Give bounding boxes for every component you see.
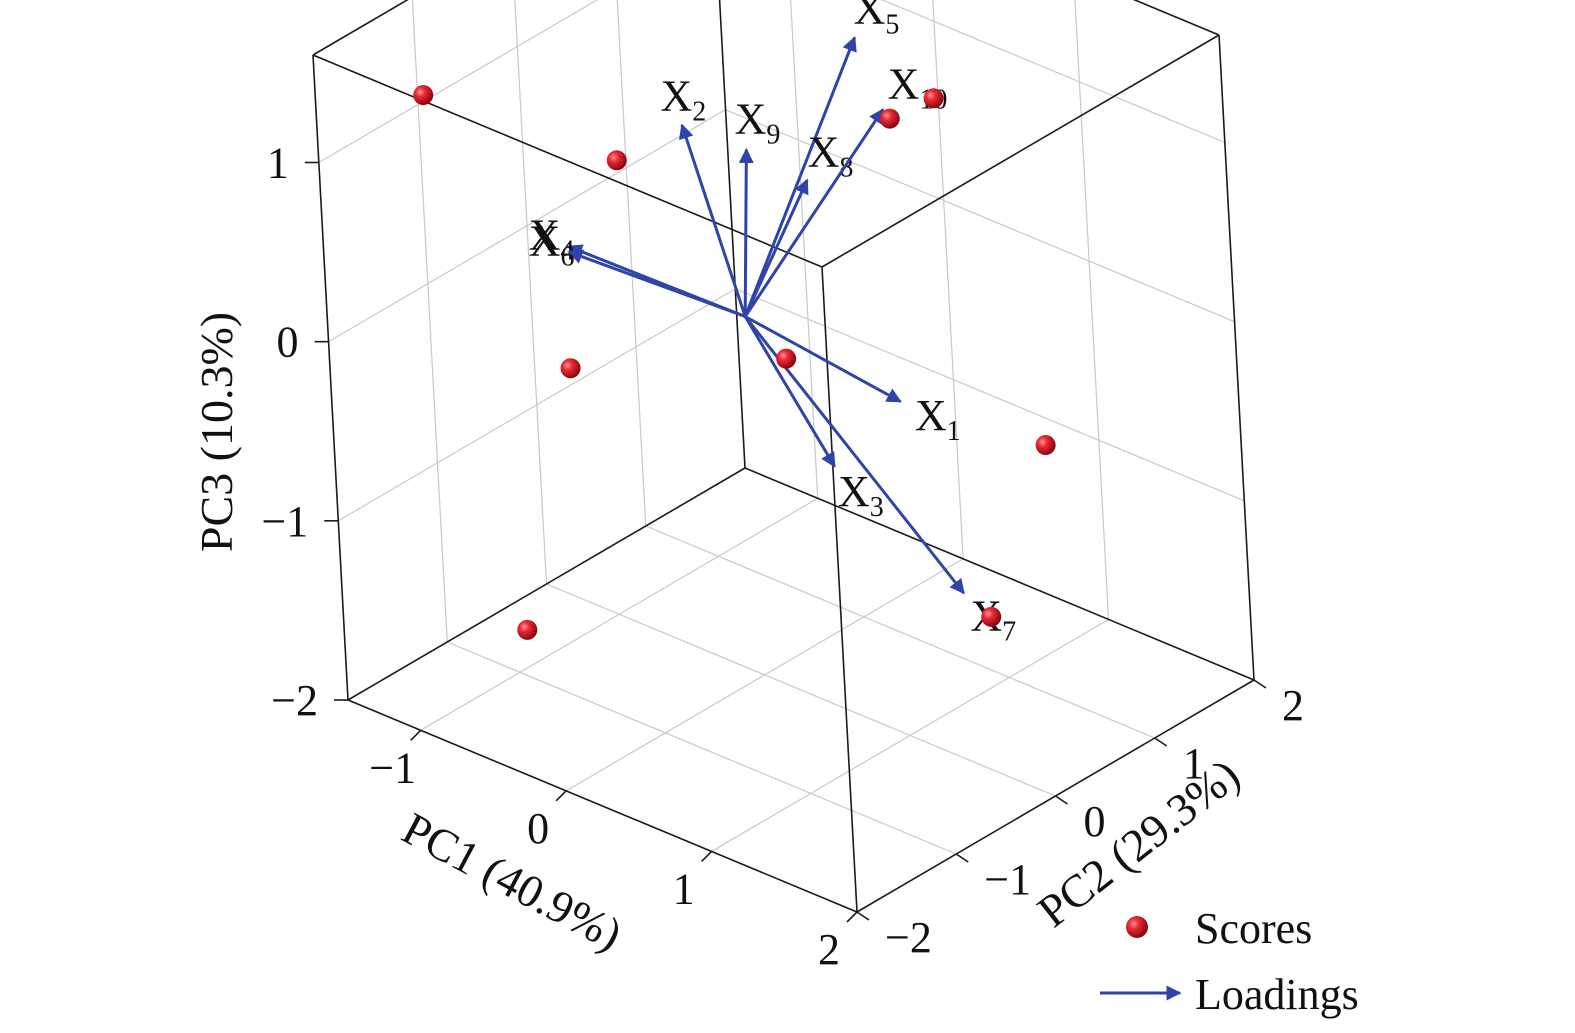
score-point	[1035, 435, 1056, 456]
x-tick-mark	[555, 790, 567, 802]
loading-label: X5	[854, 0, 900, 41]
x-tick-mark	[410, 729, 422, 741]
grid-line	[735, 288, 1245, 502]
frame-edge	[347, 699, 858, 913]
loading-arrow	[743, 178, 809, 318]
loading-label: X1	[915, 391, 961, 447]
x-tick-mark	[701, 850, 713, 862]
grid-line	[645, 525, 1155, 739]
loading-arrow	[743, 108, 885, 318]
score-point	[517, 619, 538, 640]
loading-label: X3	[838, 467, 884, 523]
grid-line	[514, 0, 548, 585]
loading-label: X9	[735, 94, 781, 150]
x-tick-label: 2	[818, 925, 840, 974]
loading-arrow	[567, 249, 746, 318]
loading-label: X6	[529, 217, 575, 273]
y-tick-label: 1	[1183, 739, 1205, 788]
z-tick-label: 0	[277, 318, 299, 367]
y-tick-mark	[1055, 795, 1068, 805]
grid-line	[447, 641, 957, 855]
grid-line	[725, 109, 1235, 323]
z-tick-label: −1	[261, 497, 308, 546]
score-point	[776, 348, 797, 369]
y-tick-mark	[1253, 679, 1267, 689]
grid-line	[881, 0, 1226, 144]
frame-edge	[1218, 34, 1255, 681]
legend-scores-marker	[1126, 916, 1148, 938]
score-point	[879, 108, 900, 129]
x-tick-label: 1	[673, 864, 695, 913]
frame-edge	[718, 0, 746, 469]
frame-edge	[821, 266, 858, 913]
loading-arrow	[743, 315, 836, 468]
frame-edge	[312, 54, 823, 268]
score-point	[560, 358, 581, 379]
grid-line	[318, 0, 599, 164]
frame-edge	[312, 0, 409, 56]
score-point	[606, 150, 627, 171]
x-tick-label: 0	[527, 804, 549, 853]
grid-line	[616, 0, 647, 527]
y-tick-mark	[955, 853, 969, 863]
axis-ticks: −2 −1 0 1 −1 0 1 2 −2 −1 0 1 2	[261, 139, 1304, 975]
z-axis-title: PC3 (10.3%)	[191, 312, 242, 552]
loading-label: X2	[661, 71, 707, 127]
frame-edge	[744, 467, 1255, 681]
y-tick-label: −2	[885, 913, 932, 962]
grid-line	[790, 0, 819, 499]
z-tick-label: −2	[271, 676, 318, 725]
grid-line	[1074, 0, 1110, 620]
score-point	[981, 606, 1002, 627]
axes-frame	[312, 0, 1255, 913]
loading-arrow	[679, 123, 747, 317]
score-point	[923, 88, 944, 109]
score-point	[413, 85, 434, 106]
frame-edge	[1132, 0, 1220, 36]
x-tick-mark	[846, 911, 858, 923]
x-tick-label: −1	[369, 743, 416, 792]
frame-edge	[347, 467, 746, 701]
legend: Scores Loadings	[1100, 904, 1359, 1019]
grid-line	[328, 109, 726, 343]
x-axis-title: PC1 (40.9%)	[394, 802, 630, 960]
y-tick-mark	[1154, 737, 1168, 747]
frame-edge	[312, 54, 349, 701]
legend-loadings-label: Loadings	[1195, 970, 1359, 1019]
loading-arrow	[738, 147, 754, 317]
loading-arrow	[744, 315, 902, 403]
y-tick-label: −1	[984, 855, 1031, 904]
loading-label: X8	[808, 128, 854, 184]
z-tick-label: 1	[267, 139, 289, 188]
loading-arrow	[743, 36, 857, 318]
y-tick-label: 0	[1084, 797, 1106, 846]
grid-lines	[318, 0, 1245, 855]
grid-line	[546, 583, 1056, 797]
frame-edge	[821, 34, 1220, 268]
score-points	[413, 85, 1056, 640]
y-tick-label: 2	[1282, 681, 1304, 730]
y-tick-mark	[856, 911, 870, 921]
grid-line	[337, 288, 736, 522]
legend-scores-label: Scores	[1195, 904, 1312, 953]
